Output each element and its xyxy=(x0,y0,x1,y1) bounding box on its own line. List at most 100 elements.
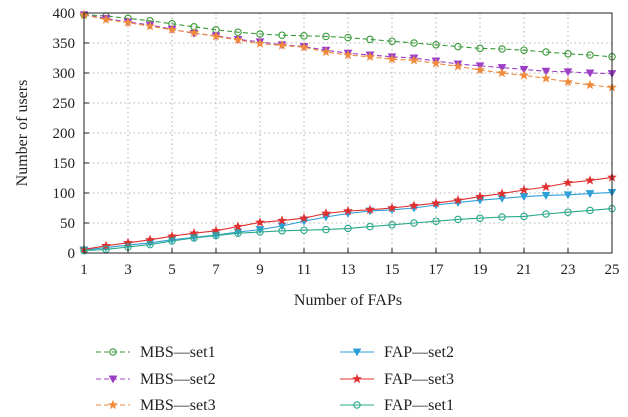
data-point xyxy=(322,32,330,41)
data-point xyxy=(541,67,551,76)
data-point xyxy=(123,237,133,248)
data-point xyxy=(344,224,352,233)
data-point xyxy=(542,210,550,218)
data-point xyxy=(255,38,265,48)
x-tick-label: 7 xyxy=(212,262,220,278)
data-point xyxy=(541,181,551,192)
data-point xyxy=(299,41,309,52)
data-point xyxy=(586,51,594,59)
y-tick-label: 250 xyxy=(53,96,76,112)
data-point xyxy=(233,221,243,231)
legend-item: MBS—set3 xyxy=(96,397,216,414)
data-point xyxy=(519,184,529,195)
data-point xyxy=(498,213,506,221)
data-point xyxy=(101,240,111,251)
x-tick-label: 17 xyxy=(429,262,445,278)
data-point xyxy=(189,27,199,38)
data-point xyxy=(541,191,551,200)
data-point xyxy=(256,228,264,236)
y-axis-title: Number of users xyxy=(14,80,31,187)
y-tick-label: 350 xyxy=(53,36,76,52)
x-tick-label: 11 xyxy=(297,262,311,278)
legend-swatch-marker xyxy=(353,401,361,409)
data-point xyxy=(190,234,198,242)
data-point xyxy=(365,51,375,62)
data-point xyxy=(388,37,396,45)
data-point xyxy=(585,79,595,90)
data-point xyxy=(366,35,374,44)
data-point xyxy=(563,76,573,87)
data-point xyxy=(233,34,243,45)
data-point xyxy=(299,212,309,223)
legend-label: FAP—set1 xyxy=(384,397,454,414)
data-point xyxy=(278,31,286,39)
legend-swatch-marker xyxy=(108,375,118,384)
series-line xyxy=(83,208,613,252)
series-line xyxy=(83,14,613,58)
legend-label: FAP—set2 xyxy=(384,344,454,361)
data-point xyxy=(476,214,484,222)
legend-label: MBS—set3 xyxy=(140,397,216,414)
data-point xyxy=(585,175,595,185)
x-tick-label: 5 xyxy=(168,262,176,278)
data-point xyxy=(300,226,308,234)
y-tick-label: 300 xyxy=(53,66,76,82)
y-tick-label: 0 xyxy=(68,246,76,262)
x-tick-label: 1 xyxy=(80,262,88,278)
data-point xyxy=(475,64,485,75)
data-point xyxy=(366,222,374,231)
x-tick-label: 9 xyxy=(256,262,264,278)
data-point xyxy=(497,188,507,198)
data-point xyxy=(343,49,353,60)
data-point xyxy=(168,237,176,245)
data-point xyxy=(123,17,133,27)
data-point xyxy=(146,240,154,249)
legend-swatch-marker xyxy=(352,373,362,384)
legend-item: FAP—set2 xyxy=(340,344,454,361)
data-point xyxy=(387,53,397,64)
data-point xyxy=(234,229,242,237)
data-point xyxy=(563,177,573,188)
data-point xyxy=(277,222,287,231)
series-6 xyxy=(80,204,616,255)
data-point xyxy=(519,193,529,202)
data-point xyxy=(564,50,572,58)
data-point xyxy=(541,73,551,83)
x-tick-label: 19 xyxy=(473,262,488,278)
x-tick-label: 23 xyxy=(561,262,576,278)
legend-swatch-marker xyxy=(109,348,117,356)
data-point xyxy=(256,30,264,38)
data-point xyxy=(101,14,111,24)
data-point xyxy=(277,215,287,225)
data-point xyxy=(563,191,573,200)
data-point xyxy=(586,206,594,215)
legend-label: FAP—set3 xyxy=(384,371,454,388)
data-point xyxy=(454,42,462,51)
x-tick-label: 3 xyxy=(124,262,132,278)
data-point xyxy=(431,197,441,208)
data-point xyxy=(211,31,221,41)
data-point xyxy=(388,221,396,229)
x-tick-label: 21 xyxy=(517,262,532,278)
x-tick-label: 25 xyxy=(605,262,620,278)
data-point xyxy=(519,70,529,80)
data-point xyxy=(497,67,507,78)
legend-swatch-marker xyxy=(108,399,118,410)
legend: MBS—set1 MBS—set2 MBS—set3 FAP—set2 FAP—set3… xyxy=(96,344,454,414)
legend-item: FAP—set1 xyxy=(340,397,454,414)
data-point xyxy=(564,208,572,216)
data-point xyxy=(321,208,331,218)
x-tick-label: 15 xyxy=(385,262,400,278)
data-point xyxy=(453,61,463,71)
x-axis-title: Number of FAPs xyxy=(294,292,402,309)
legend-swatch-marker xyxy=(352,348,362,357)
data-point xyxy=(454,215,462,224)
y-tick-label: 100 xyxy=(53,186,76,202)
data-point xyxy=(410,219,418,227)
y-tick-label: 50 xyxy=(60,216,75,232)
y-tick-label: 400 xyxy=(53,6,76,22)
data-point xyxy=(520,46,528,54)
data-point xyxy=(475,191,485,201)
data-point xyxy=(563,68,573,77)
